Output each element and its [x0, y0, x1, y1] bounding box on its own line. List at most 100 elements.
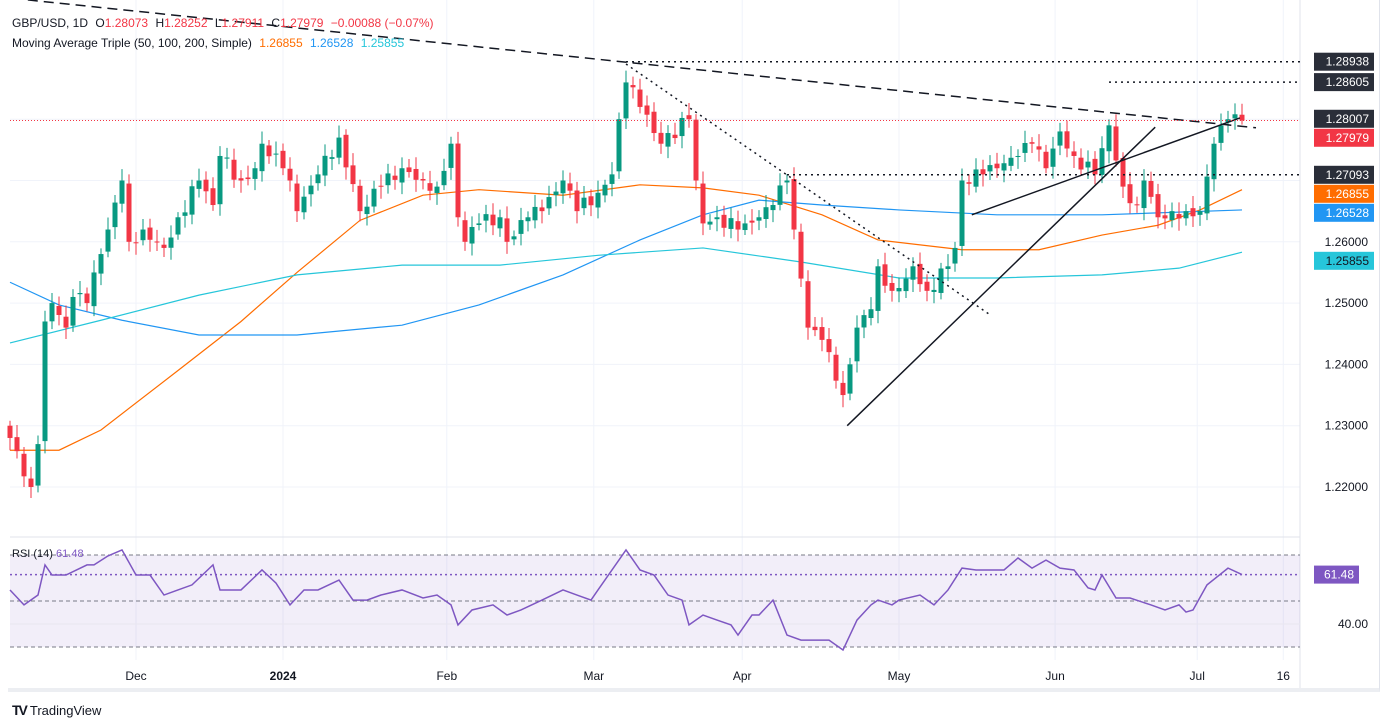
candle-body — [931, 289, 937, 292]
candle — [532, 194, 538, 229]
candle — [252, 161, 258, 191]
rsi-line — [9, 548, 1243, 652]
candle — [378, 174, 384, 199]
candle-body — [84, 293, 90, 304]
candle — [945, 254, 951, 282]
candle — [735, 210, 741, 242]
candle-body — [623, 82, 629, 119]
price-tag-bg — [1314, 52, 1374, 71]
candle — [462, 211, 468, 251]
candle — [217, 146, 223, 216]
price-tick-label: 1.26000 — [1325, 235, 1369, 249]
high-value: 1.28252 — [164, 16, 208, 30]
candle — [357, 179, 363, 222]
candle — [637, 78, 643, 114]
candle — [1113, 114, 1119, 167]
candle-body — [1092, 158, 1098, 175]
rsi-value: 61.48 — [56, 548, 84, 560]
candle-body — [1239, 114, 1245, 121]
date-tick-label: Jul — [1190, 669, 1205, 683]
candle-body — [511, 236, 517, 240]
candle — [161, 237, 167, 258]
candle — [1134, 196, 1140, 213]
price-tag: 1.27093 — [1314, 165, 1374, 184]
candle — [1015, 149, 1021, 169]
candle — [490, 203, 496, 236]
candle — [1155, 183, 1161, 229]
ma-title[interactable]: Moving Average Triple (50, 100, 200, Sim… — [12, 36, 252, 50]
candle — [588, 189, 594, 217]
candle — [847, 357, 853, 401]
candle-body — [133, 242, 139, 244]
candle-body — [980, 169, 986, 175]
candle-body — [1008, 157, 1014, 166]
candle — [168, 225, 174, 260]
price-tag-bg — [1314, 184, 1374, 203]
candle-body — [364, 206, 370, 215]
candle-body — [301, 196, 307, 213]
candle — [1057, 122, 1063, 156]
candle-body — [1113, 126, 1119, 161]
candle-body — [462, 220, 468, 242]
candle-body — [1134, 204, 1140, 206]
candle — [910, 257, 916, 292]
candle — [609, 162, 615, 197]
candle — [77, 281, 83, 307]
candle-body — [847, 364, 853, 394]
candle-body — [1127, 184, 1133, 204]
candle — [140, 218, 146, 246]
candle — [595, 180, 601, 219]
candle — [973, 158, 979, 193]
candle-body — [329, 157, 335, 159]
candle-body — [994, 163, 1000, 169]
candle-body — [259, 143, 265, 172]
candle-body — [553, 191, 559, 196]
candle-body — [595, 192, 601, 208]
candle — [189, 179, 195, 225]
symbol-legend: GBP/USD, 1D O1.28073 H1.28252 L1.27911 C… — [12, 16, 438, 30]
candle-body — [735, 221, 741, 230]
candle — [1008, 146, 1014, 172]
candle-body — [266, 145, 272, 157]
candle-body — [119, 180, 125, 204]
candle-body — [532, 206, 538, 221]
candle — [273, 141, 279, 167]
candle-body — [959, 180, 965, 246]
candle-body — [441, 170, 447, 186]
candle — [224, 147, 230, 169]
candle-body — [889, 282, 895, 291]
candle — [889, 274, 895, 302]
candle-body — [497, 217, 503, 229]
candle — [763, 195, 769, 228]
candle-body — [763, 207, 769, 220]
candle — [476, 213, 482, 231]
candle — [868, 297, 874, 326]
candle — [280, 143, 286, 176]
candle — [28, 466, 34, 499]
price-tag-label: 1.27979 — [1326, 131, 1370, 145]
symbol-label[interactable]: GBP/USD, 1D — [12, 16, 89, 30]
candle — [434, 181, 440, 205]
candle — [980, 159, 986, 187]
candle — [1001, 154, 1007, 183]
candle — [798, 223, 804, 288]
candle-body — [56, 306, 62, 315]
candle — [308, 175, 314, 207]
candle — [511, 230, 517, 246]
trendline-dotted — [625, 63, 991, 316]
rsi-title[interactable]: RSI (14) — [12, 548, 53, 560]
candle-body — [350, 165, 356, 185]
tradingview-brand[interactable]: TV TradingView — [12, 702, 101, 718]
candle-body — [63, 316, 69, 328]
candle-body — [728, 218, 734, 229]
candle — [700, 171, 706, 236]
candle — [721, 205, 727, 237]
candle — [518, 207, 524, 246]
candle-body — [777, 185, 783, 205]
candle — [1176, 202, 1182, 231]
candle-body — [399, 168, 405, 183]
candle — [539, 199, 545, 224]
candle — [1092, 151, 1098, 185]
rsi-legend: RSI (14) 61.48 — [12, 548, 84, 560]
